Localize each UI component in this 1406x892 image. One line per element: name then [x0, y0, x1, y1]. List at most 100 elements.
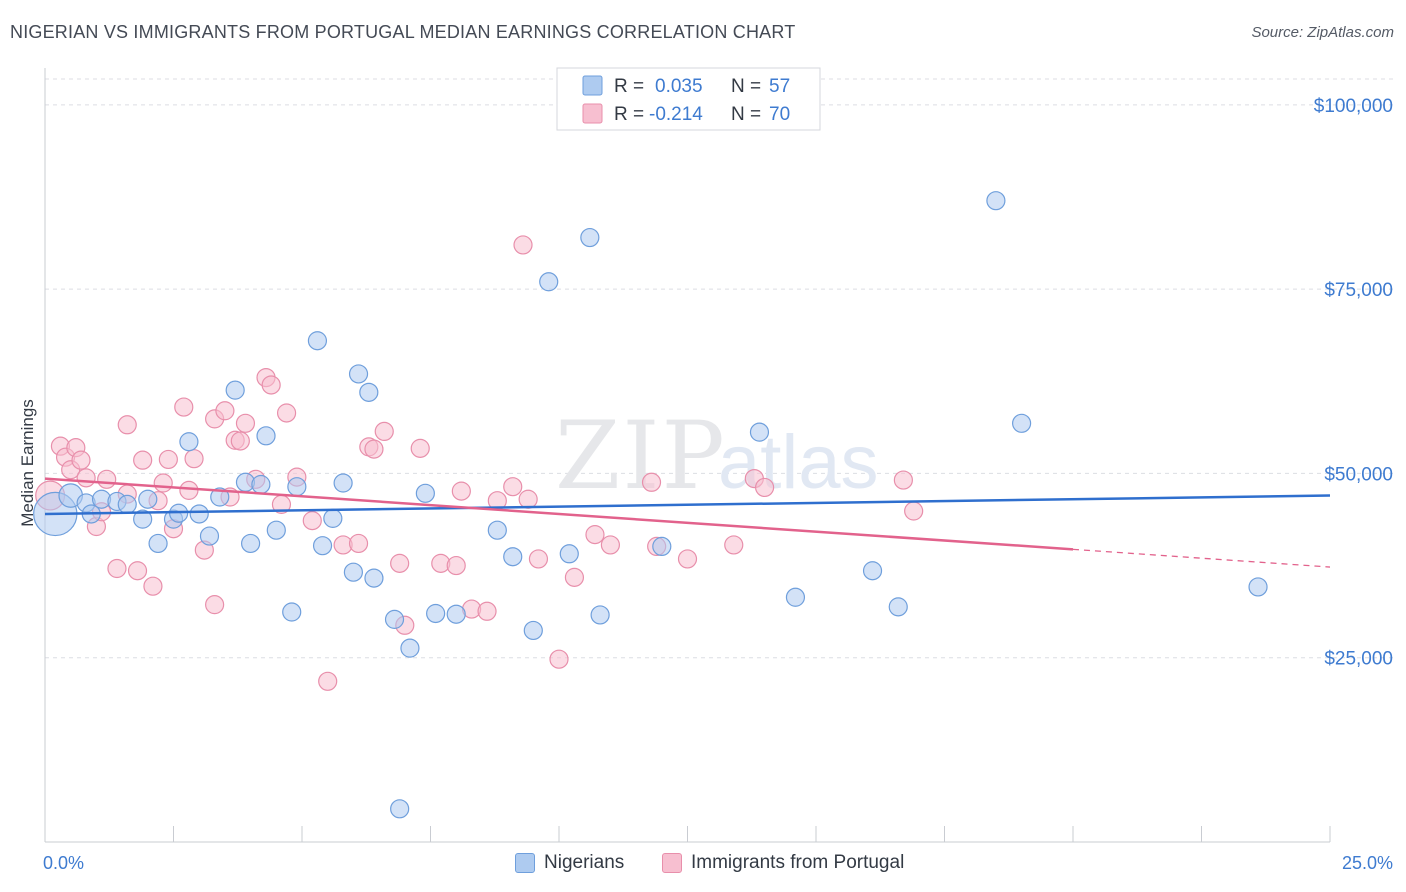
point-nigerians — [559, 544, 579, 564]
point-portugal — [754, 477, 775, 498]
trend-line-portugal — [44, 477, 1074, 551]
legend-item-nigerians: Nigerians — [515, 852, 624, 874]
point-nigerians — [333, 473, 353, 493]
point-nigerians — [580, 227, 600, 248]
point-nigerians — [343, 562, 363, 582]
point-portugal — [374, 421, 394, 442]
legend-r-label: R = — [614, 76, 644, 97]
point-portugal — [549, 649, 569, 669]
point-nigerians — [364, 568, 384, 588]
point-nigerians — [1248, 577, 1268, 597]
point-nigerians — [307, 331, 328, 351]
legend-r-value: -0.214 — [649, 104, 703, 125]
point-portugal — [235, 413, 256, 433]
point-nigerians — [199, 526, 220, 546]
point-portugal — [174, 397, 194, 417]
point-nigerians — [117, 494, 137, 514]
point-nigerians — [225, 380, 245, 400]
point-portugal — [528, 549, 549, 569]
point-portugal — [410, 438, 430, 458]
point-nigerians — [266, 520, 286, 540]
point-portugal — [446, 555, 466, 576]
point-nigerians — [390, 799, 410, 819]
point-portugal — [677, 549, 698, 569]
point-portugal — [153, 473, 173, 493]
y-tick-labels: $25,000 $50,000 $75,000 $100,000 — [1314, 96, 1393, 670]
point-portugal — [276, 403, 297, 423]
point-nigerians — [749, 422, 770, 442]
watermark-zip: ZIP — [555, 402, 727, 511]
point-portugal — [117, 415, 137, 435]
y-tick-label: $25,000 — [1324, 649, 1393, 670]
point-nigerians — [148, 533, 168, 554]
point-nigerians — [503, 547, 523, 567]
point-portugal — [205, 595, 225, 615]
point-portugal — [451, 481, 471, 501]
legend-n-label: N = — [731, 104, 761, 125]
y-tick-label: $50,000 — [1324, 464, 1393, 485]
axes — [44, 68, 1331, 843]
point-portugal — [97, 469, 117, 489]
point-portugal — [76, 468, 96, 488]
legend-label-portugal: Immigrants from Portugal — [691, 852, 905, 873]
y-tick-label: $100,000 — [1314, 96, 1393, 117]
point-nigerians — [323, 508, 343, 528]
legend-label-nigerians: Nigerians — [544, 852, 625, 873]
point-nigerians — [210, 487, 230, 507]
point-portugal — [215, 401, 235, 421]
legend-swatch-nigerians — [515, 853, 535, 873]
point-nigerians — [1011, 413, 1032, 433]
y-axis-label: Median Earnings — [18, 399, 37, 527]
point-portugal — [364, 439, 384, 459]
watermark-atlas: atlas — [718, 420, 879, 505]
point-nigerians — [359, 382, 379, 402]
point-nigerians — [179, 432, 199, 452]
y-tick-label: $75,000 — [1324, 280, 1393, 301]
point-portugal — [390, 553, 410, 573]
data-points — [33, 191, 1268, 819]
point-portugal — [71, 450, 91, 470]
point-portugal — [179, 480, 199, 500]
grid-lines — [45, 78, 1395, 659]
point-nigerians — [426, 603, 446, 624]
point-nigerians — [133, 509, 153, 529]
point-portugal — [724, 535, 744, 555]
point-portugal — [641, 472, 662, 492]
point-portugal — [564, 567, 585, 587]
point-nigerians — [539, 272, 559, 292]
point-portugal — [133, 450, 153, 470]
legend-stats: R = 0.035 N = 57 R = -0.214 N = 70 — [556, 67, 821, 131]
point-nigerians — [138, 489, 158, 509]
legend-series: Nigerians Immigrants from Portugal — [0, 850, 1406, 880]
legend-swatch-portugal — [662, 853, 682, 873]
point-nigerians — [189, 504, 209, 524]
point-nigerians — [862, 561, 883, 581]
point-portugal — [107, 558, 127, 579]
point-portugal — [513, 235, 533, 255]
legend-item-portugal: Immigrants from Portugal — [662, 852, 904, 874]
source-label: Source: ZipAtlas.com — [1251, 24, 1394, 41]
point-nigerians — [986, 191, 1006, 211]
point-portugal — [904, 501, 924, 521]
legend-r-label: R = — [614, 104, 644, 125]
trend-line-extension-portugal — [1072, 548, 1331, 568]
legend-n-label: N = — [731, 76, 761, 97]
point-nigerians — [241, 533, 261, 554]
x-tick-label-min: 0.0% — [43, 853, 84, 873]
point-portugal — [318, 671, 338, 691]
point-portugal — [477, 601, 497, 621]
point-portugal — [302, 511, 322, 531]
watermark: ZIP atlas — [555, 402, 879, 511]
point-portugal — [143, 576, 163, 596]
point-nigerians — [590, 605, 610, 625]
point-nigerians — [785, 587, 806, 607]
point-nigerians — [384, 609, 405, 629]
point-nigerians — [652, 536, 672, 557]
legend-n-value: 57 — [769, 76, 790, 97]
point-portugal — [348, 533, 369, 554]
point-nigerians — [523, 620, 543, 641]
point-portugal — [261, 375, 281, 395]
point-nigerians — [282, 602, 302, 622]
point-nigerians — [888, 597, 908, 617]
